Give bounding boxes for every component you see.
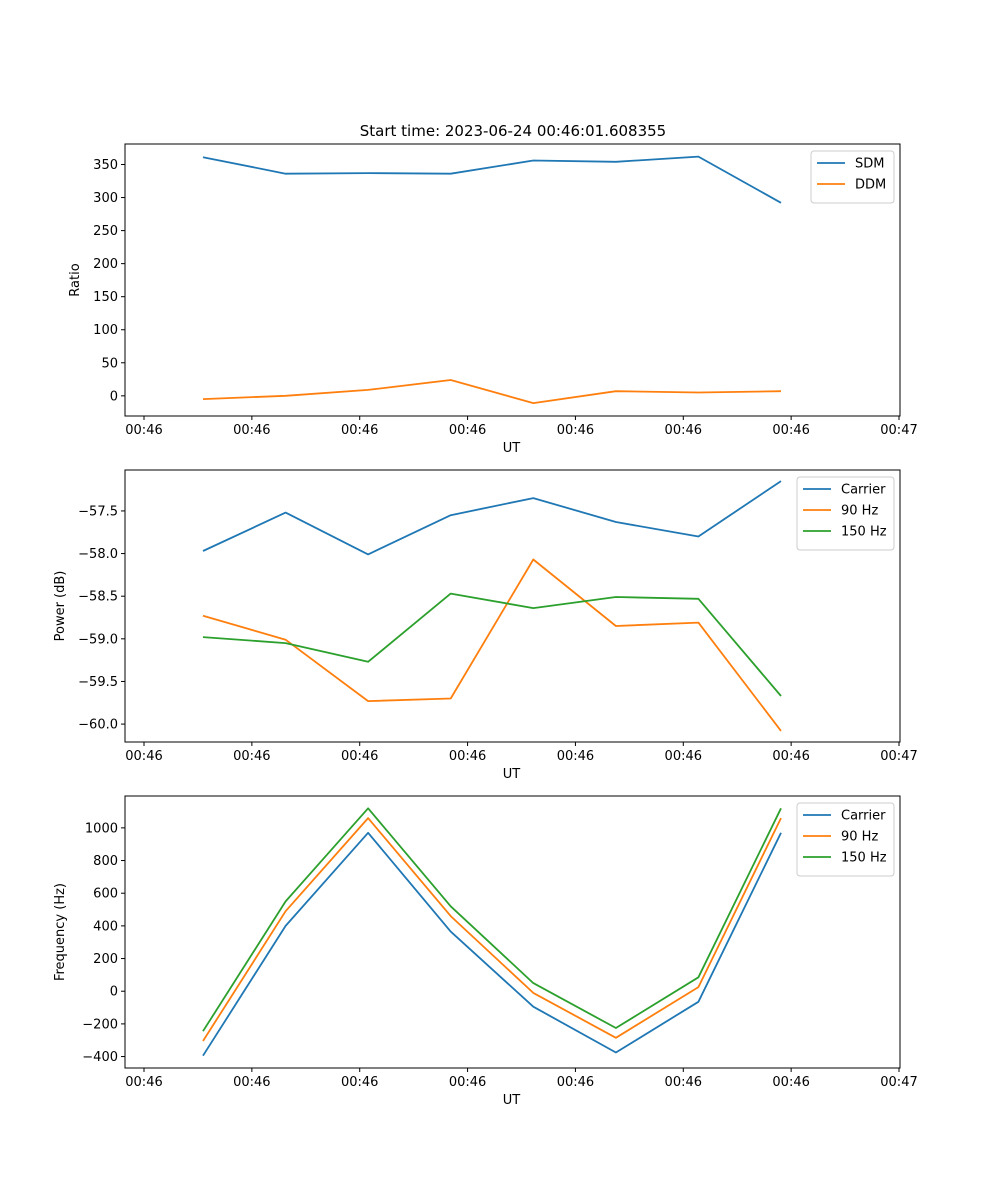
- legend-label: 90 Hz: [841, 504, 878, 519]
- x-tick-label: 00:47: [880, 1075, 917, 1090]
- series-line-90-hz: [202, 558, 782, 732]
- x-tick-label: 00:46: [233, 423, 270, 438]
- y-tick-label: −59.5: [78, 675, 118, 690]
- x-tick-label: 00:46: [125, 749, 162, 764]
- x-tick-label: 00:46: [772, 423, 809, 438]
- legend-label: 150 Hz: [841, 525, 887, 540]
- legend-label: Carrier: [841, 809, 886, 824]
- legend-label: 90 Hz: [841, 830, 878, 845]
- legend: Carrier 90 Hz 150 Hz: [796, 476, 895, 551]
- legend-label: 150 Hz: [841, 851, 887, 866]
- y-tick-label: 400: [93, 919, 118, 934]
- y-tick-label: 200: [93, 257, 118, 272]
- y-tick-label: 250: [93, 224, 118, 239]
- x-tick-label: 00:46: [557, 1075, 594, 1090]
- plot-frame: [124, 143, 901, 417]
- y-tick-label: −60.0: [78, 718, 118, 733]
- y-tick-label: 150: [93, 290, 118, 305]
- y-tick-label: 300: [93, 191, 118, 206]
- y-tick-label: −58.0: [78, 547, 118, 562]
- legend-label: Carrier: [841, 483, 886, 498]
- y-tick-label: 50: [101, 356, 118, 371]
- figure-title: Start time: 2023-06-24 00:46:01.608355: [360, 122, 666, 140]
- x-tick-label: 00:46: [665, 1075, 702, 1090]
- y-tick-label: −58.5: [78, 590, 118, 605]
- x-tick-label: 00:46: [665, 423, 702, 438]
- x-tick-label: 00:46: [772, 1075, 809, 1090]
- y-axis-label: Power (dB): [53, 571, 68, 642]
- x-tick-label: 00:46: [557, 423, 594, 438]
- x-axis-label: UT: [503, 767, 521, 782]
- y-tick-label: 1000: [85, 821, 118, 836]
- x-tick-label: 00:46: [449, 423, 486, 438]
- legend: Carrier 90 Hz 150 Hz: [796, 802, 895, 877]
- x-tick-label: 00:46: [557, 749, 594, 764]
- chart-panels: 00:46 00:46 00:46 00:46 00:46 00:46 00:46 00:47…: [53, 143, 918, 1108]
- x-tick-label: 00:46: [341, 1075, 378, 1090]
- x-axis-label: UT: [503, 1093, 521, 1108]
- chart-panel-3: 00:46 00:46 00:46 00:46 00:46 00:46 00:46 00:47…: [53, 795, 918, 1108]
- series-line-carrier: [202, 480, 782, 556]
- x-axis-label: UT: [503, 441, 521, 456]
- y-tick-label: 800: [93, 854, 118, 869]
- y-tick-label: 0: [110, 985, 118, 1000]
- series-line-150-hz: [202, 807, 782, 1032]
- series-line-90-hz: [202, 817, 782, 1042]
- y-tick-label: 0: [110, 389, 118, 404]
- x-tick-label: 00:46: [341, 749, 378, 764]
- y-tick-label: 200: [93, 952, 118, 967]
- chart-panel-2: 00:46 00:46 00:46 00:46 00:46 00:46 00:46 00:47…: [53, 469, 918, 782]
- x-tick-label: 00:47: [880, 423, 917, 438]
- series-line-150-hz: [202, 592, 782, 697]
- y-axis-label: Ratio: [68, 263, 83, 296]
- y-tick-label: 100: [93, 323, 118, 338]
- x-tick-label: 00:46: [665, 749, 702, 764]
- y-tick-label: −200: [82, 1017, 118, 1032]
- x-tick-label: 00:46: [341, 423, 378, 438]
- x-tick-label: 00:46: [233, 1075, 270, 1090]
- legend-box: [810, 150, 895, 204]
- legend-label: SDM: [855, 157, 884, 172]
- x-tick-label: 00:46: [772, 749, 809, 764]
- y-tick-label: 350: [93, 158, 118, 173]
- series-line-carrier: [202, 831, 782, 1057]
- x-tick-label: 00:46: [125, 423, 162, 438]
- y-axis-label: Frequency (Hz): [53, 883, 68, 981]
- x-tick-label: 00:46: [125, 1075, 162, 1090]
- x-tick-label: 00:46: [449, 749, 486, 764]
- y-tick-label: −59.0: [78, 632, 118, 647]
- x-tick-label: 00:47: [880, 749, 917, 764]
- legend: SDM DDM: [810, 150, 895, 204]
- plot-frame: [124, 795, 901, 1069]
- chart-panel-1: 00:46 00:46 00:46 00:46 00:46 00:46 00:46 00:47…: [68, 143, 918, 456]
- series-line-ddm: [202, 379, 782, 405]
- y-tick-label: −400: [82, 1050, 118, 1065]
- legend-label: DDM: [855, 178, 886, 193]
- y-tick-label: 600: [93, 887, 118, 902]
- x-tick-label: 00:46: [449, 1075, 486, 1090]
- x-tick-label: 00:46: [233, 749, 270, 764]
- series-line-sdm: [202, 155, 782, 204]
- y-tick-label: −57.5: [78, 504, 118, 519]
- plot-frame: [124, 469, 901, 743]
